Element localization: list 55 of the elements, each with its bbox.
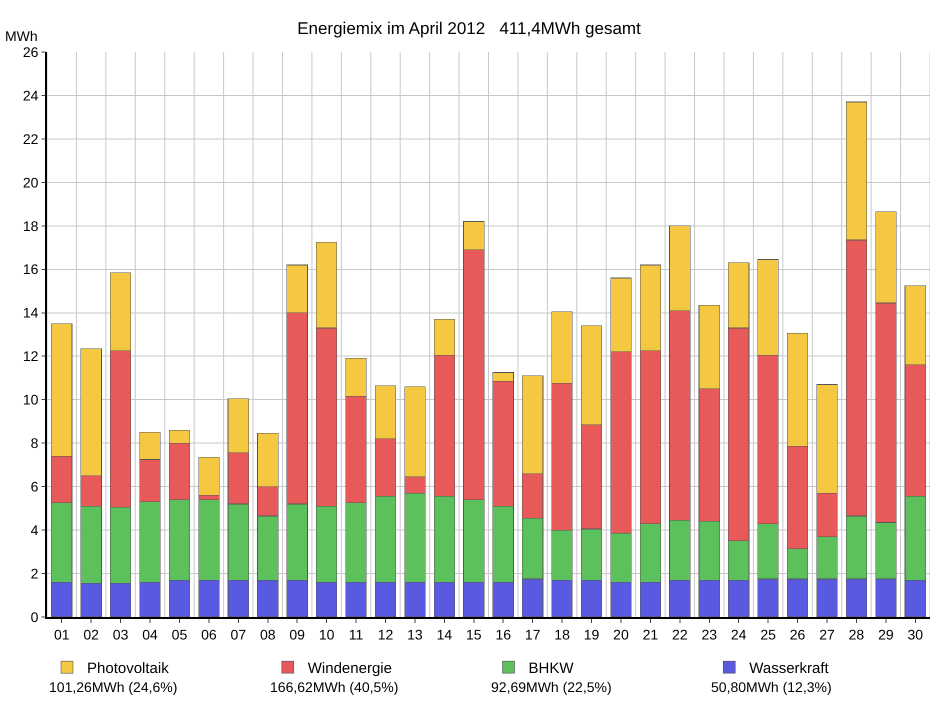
x-tick-label: 07: [230, 626, 246, 643]
y-tick-label: 8: [30, 435, 39, 452]
bar: [198, 456, 220, 496]
legend-label: Windenergie: [308, 660, 392, 677]
x-tick-label: 08: [260, 626, 276, 643]
x-tick-label: 14: [436, 626, 452, 643]
y-tick-label: 24: [22, 87, 39, 104]
x-tick-label: 27: [819, 626, 835, 643]
y-tick-label: 20: [22, 174, 39, 190]
text: 166,62MWh (40,5%): [270, 679, 398, 695]
x-tick-label: 19: [584, 626, 600, 643]
legend-label: Photovoltaik: [87, 660, 170, 677]
legend-label: Wasserkraft: [749, 660, 830, 677]
y-tick-label: 26: [22, 44, 39, 60]
x-tick-label: 21: [642, 626, 658, 643]
legend-label: BHKW: [528, 660, 574, 677]
x-tick-label: 01: [54, 626, 70, 643]
x-tick-label: 20: [613, 626, 629, 643]
y-tick-label: 2: [30, 565, 39, 582]
x-tick-label: 05: [172, 626, 188, 643]
y-tick-label: 18: [22, 218, 39, 234]
x-tick-label: 16: [495, 626, 512, 643]
x-tick-label: 30: [907, 626, 924, 643]
chart-title: Energiemix im April 2012 411,4MWh gesamt: [297, 18, 642, 38]
x-tick-label: 04: [142, 626, 158, 643]
x-tick-label: 26: [790, 626, 806, 643]
x-tick-label: 18: [554, 626, 570, 643]
x-tick-label: 28: [848, 626, 864, 643]
text: 101,26MWh (24,6%): [49, 679, 178, 695]
x-tick-label: 24: [730, 626, 747, 643]
x-tick-label: 25: [760, 626, 776, 643]
y-tick-label: 12: [22, 348, 39, 364]
x-tick-label: 15: [466, 626, 482, 643]
x-tick-label: 12: [378, 626, 394, 643]
x-tick-label: 22: [672, 626, 688, 643]
y-tick-label: 14: [22, 304, 39, 321]
y-tick-label: 16: [22, 261, 39, 278]
x-tick-label: 09: [289, 626, 306, 643]
y-tick-label: 4: [30, 522, 39, 538]
y-tick-label: 0: [30, 608, 39, 625]
x-tick-label: 11: [348, 626, 364, 643]
text: 92,69MWh (22,5%): [491, 679, 612, 695]
x-tick-label: 17: [524, 626, 541, 643]
x-tick-label: 02: [83, 626, 100, 643]
x-tick-label: 03: [112, 626, 129, 643]
y-tick-label: 10: [22, 392, 39, 408]
x-tick-label: 29: [878, 626, 894, 643]
x-tick-label: 06: [201, 626, 217, 643]
x-tick-label: 13: [407, 626, 423, 643]
text: 50,80MWh (12,3%): [711, 679, 832, 695]
y-tick-label: 6: [30, 478, 39, 495]
x-tick-label: 23: [701, 626, 718, 643]
y-tick-label: 22: [22, 130, 39, 147]
y-axis-title: MWh: [5, 28, 38, 44]
x-tick-label: 10: [318, 626, 335, 643]
